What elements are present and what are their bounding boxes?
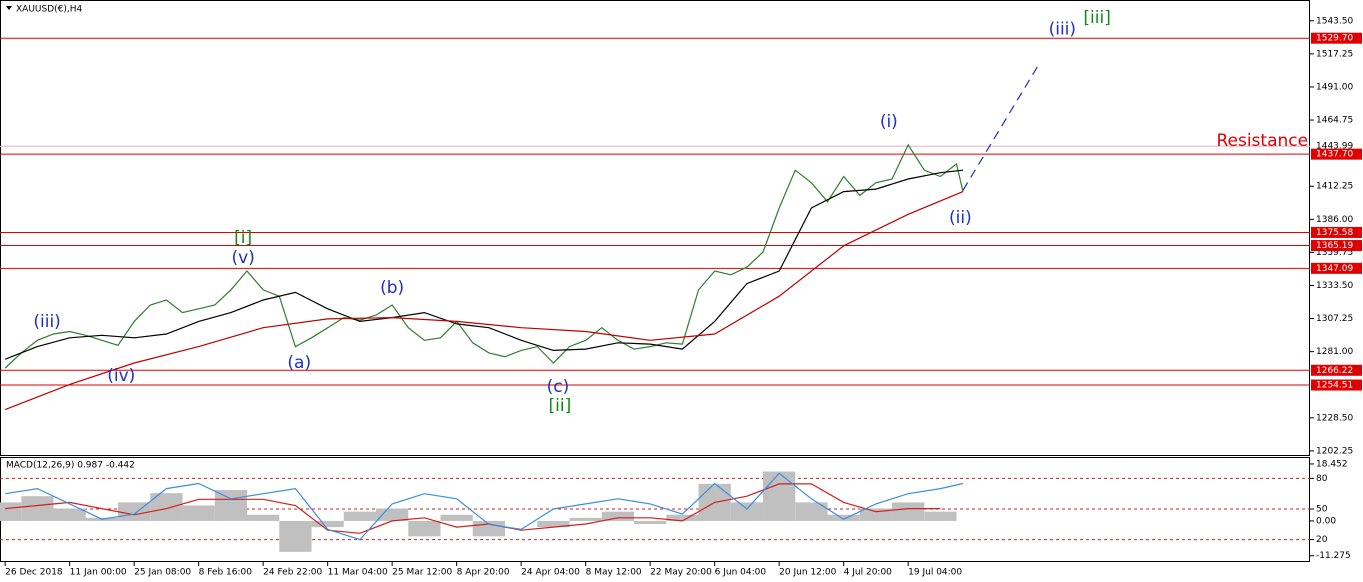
wave-label: (ii) [949, 208, 972, 228]
histogram-bar [634, 520, 667, 525]
x-tick-label: 6 Jun 04:00 [715, 568, 767, 578]
y-tick-label: 1517.25 [1316, 49, 1353, 59]
histogram-bar [763, 471, 796, 521]
wave-label: (a) [287, 353, 311, 373]
x-tick-label: 22 May 20:00 [650, 568, 712, 578]
y-tick-label: 1386.00 [1316, 215, 1353, 225]
y-tick-label: 1281.00 [1316, 347, 1353, 357]
y-tick-label: 1202.25 [1316, 446, 1353, 456]
y-tick-label: 1228.50 [1316, 413, 1353, 423]
x-tick-label: 25 Mar 12:00 [392, 568, 452, 578]
histogram-bar [537, 520, 570, 528]
y-tick-label: 1359.75 [1316, 248, 1353, 258]
x-tick-label: 8 Feb 16:00 [199, 568, 253, 578]
histogram-bar [0, 502, 22, 521]
y-tick-label: 1464.75 [1316, 116, 1353, 126]
level-label: 1529.70 [1316, 34, 1353, 44]
histogram-bar [892, 502, 925, 521]
x-tick-label: 4 Jul 20:00 [844, 568, 893, 578]
histogram-bar [279, 520, 312, 552]
y-tick-label: 1543.50 [1316, 16, 1353, 26]
wave-label: (b) [380, 278, 404, 298]
series-line [4, 143, 964, 369]
series-line [5, 483, 941, 534]
y-tick-label: 1333.50 [1316, 281, 1353, 291]
level-label-box [1311, 379, 1362, 391]
level-label: 1254.51 [1316, 381, 1353, 391]
wave-label: (c) [547, 377, 570, 397]
wave-label: (iii) [1049, 20, 1076, 40]
level-label-box [1311, 226, 1362, 238]
x-tick-label: 8 May 12:00 [586, 568, 642, 578]
wave-label: Resistance [1216, 131, 1308, 151]
series-line [962, 61, 1041, 191]
y-tick-label: 80 [1316, 474, 1328, 484]
level-label: 1347.09 [1316, 264, 1353, 274]
histogram-bar [730, 502, 764, 521]
price-label-box [1311, 140, 1362, 152]
level-label-box [1311, 32, 1362, 44]
histogram-bar [601, 511, 635, 521]
histogram-bar [21, 496, 54, 521]
wave-label: [i] [234, 228, 252, 248]
chart-title: XAUUSD(€),H4 [16, 5, 83, 15]
level-label-box [1311, 364, 1362, 376]
level-label: 1365.19 [1316, 241, 1353, 251]
price-label: 1443.99 [1316, 142, 1353, 152]
menu-arrow [6, 6, 12, 10]
histogram-bar [214, 490, 248, 521]
series-line [4, 191, 964, 411]
x-tick-label: 8 Apr 20:00 [457, 568, 510, 578]
series-line [4, 169, 964, 360]
wave-label: (v) [232, 248, 255, 268]
histogram-bar [343, 511, 377, 521]
wave-label: (i) [880, 112, 898, 132]
histogram-bar [376, 508, 409, 521]
histogram-bar [924, 511, 957, 521]
histogram-bar [53, 508, 86, 521]
histogram-bar [827, 514, 860, 521]
x-tick-label: 11 Jan 00:00 [70, 568, 127, 578]
x-tick-label: 24 Apr 04:00 [521, 568, 580, 578]
series-line [5, 472, 964, 541]
x-tick-label: 19 Jul 04:00 [908, 568, 962, 578]
histogram-bar [472, 520, 506, 537]
level-label-box [1311, 148, 1362, 160]
x-tick-label: 20 Jun 12:00 [779, 568, 836, 578]
wave-label: [iii] [1083, 8, 1110, 28]
level-label-box [1311, 262, 1362, 274]
histogram-bar [795, 502, 828, 521]
histogram-bar [440, 514, 473, 521]
x-tick-label: 26 Dec 2018 [5, 568, 63, 578]
y-tick-label: -11.275 [1316, 551, 1351, 561]
x-tick-label: 11 Mar 04:00 [328, 568, 388, 578]
wave-label: [ii] [549, 396, 572, 416]
level-label: 1375.58 [1316, 228, 1353, 238]
y-tick-label: 1491.00 [1316, 82, 1353, 92]
y-tick-label: 1412.25 [1316, 182, 1353, 192]
histogram-bar [569, 517, 602, 521]
macd-title: MACD(12,26,9) 0.987 -0.442 [6, 461, 135, 471]
level-label: 1266.22 [1316, 366, 1353, 376]
y-tick-label: 50 [1316, 504, 1328, 514]
level-label-box [1311, 240, 1362, 252]
histogram-bar [408, 520, 441, 537]
y-tick-label: 1307.25 [1316, 314, 1353, 324]
x-tick-label: 25 Jan 08:00 [134, 568, 191, 578]
x-tick-label: 24 Feb 22:00 [263, 568, 322, 578]
wave-label: (iv) [107, 366, 135, 386]
level-label: 1437.70 [1316, 150, 1353, 160]
histogram-bar [859, 508, 893, 521]
histogram-bar [666, 514, 699, 521]
y-tick-label: 0.00 [1316, 516, 1336, 526]
y-tick-label: 20 [1316, 535, 1328, 545]
histogram-bar [311, 520, 344, 528]
y-tick-label: 18.452 [1316, 459, 1348, 469]
main-panel [0, 0, 1310, 456]
wave-label: (iii) [33, 312, 60, 332]
histogram-bar [182, 505, 215, 521]
histogram-bar [247, 514, 280, 521]
